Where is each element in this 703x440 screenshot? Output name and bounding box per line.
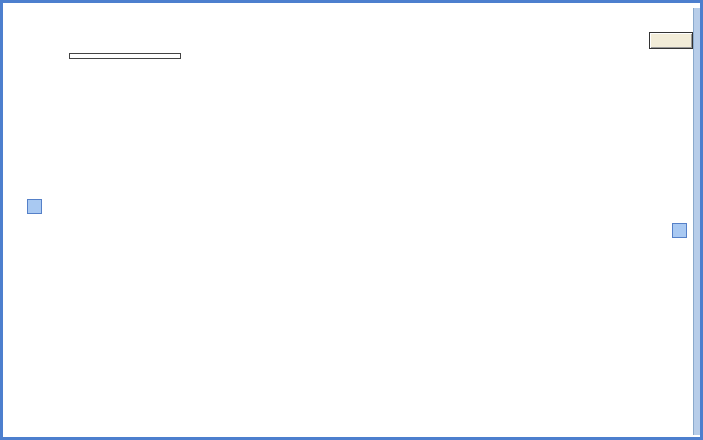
approach-info-box [69,53,181,59]
parking-icon [672,223,687,238]
y-axis-title [13,133,27,213]
parking-icon [27,199,42,214]
window-scrollbar[interactable] [693,8,700,435]
chart-plot-area [3,3,703,440]
route-number-badge [649,32,693,49]
subtitle-row [73,36,683,50]
